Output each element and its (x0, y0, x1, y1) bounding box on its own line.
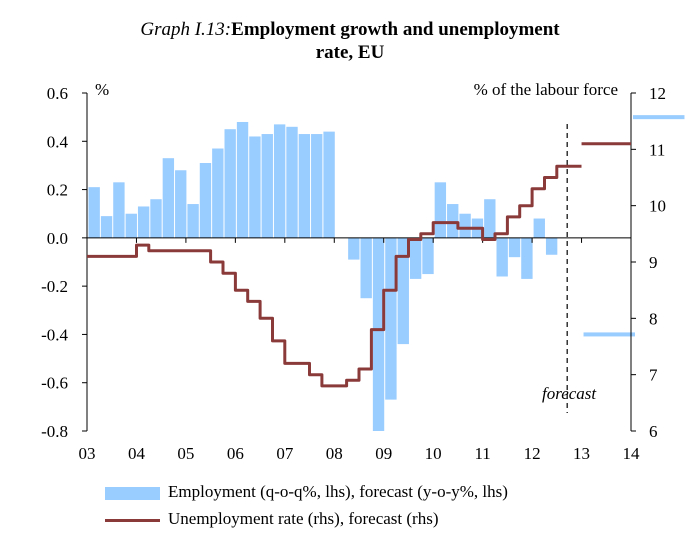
employment-bar (545, 237, 558, 255)
employment-bar (113, 182, 125, 238)
x-axis-tick-label: 10 (425, 444, 442, 463)
x-axis-tick-label: 14 (623, 444, 641, 463)
employment-bar (137, 206, 150, 238)
left-axis-tick-label: -0.2 (41, 277, 68, 296)
employment-bar (236, 121, 249, 238)
x-axis-tick-label: 11 (474, 444, 490, 463)
legend-unemployment-swatch (105, 518, 160, 522)
employment-bar (459, 213, 471, 238)
employment-bar (484, 199, 496, 238)
legend-employment: Employment (q-o-q%, lhs), forecast (y-o-… (105, 482, 508, 502)
employment-bar (261, 134, 273, 238)
x-axis-tick-label: 08 (326, 444, 343, 463)
left-axis-tick-label: 0.4 (47, 132, 69, 151)
right-axis-tick-label: 10 (649, 197, 666, 216)
employment-bar (533, 218, 545, 238)
employment-bar (212, 148, 224, 238)
employment-forecast-bars (583, 115, 685, 337)
employment-bar (422, 237, 434, 275)
left-axis-tick-label: 0.2 (47, 181, 68, 200)
x-axis-tick-label: 05 (177, 444, 194, 463)
employment-bars (88, 121, 558, 431)
x-axis-tick-label: 13 (573, 444, 590, 463)
chart-title-prefix: Graph I.13: (140, 19, 232, 40)
employment-bar (434, 182, 447, 238)
right-axis-tick-label: 9 (649, 253, 658, 272)
axis-labels: 0.6 0.4 0.2 0.0 -0.2 -0.4 -0.6 -0.8 12 11 10 9 8 7 6 03… (41, 80, 666, 463)
employment-forecast-bar (583, 332, 635, 337)
left-axis-tick-label: 0.6 (47, 84, 68, 103)
employment-bar (385, 237, 397, 400)
right-axis-tick-label: 7 (649, 366, 658, 385)
left-axis-tick-label: 0.0 (47, 229, 68, 248)
chart-title-main: Employment growth and unemployment (231, 19, 560, 40)
x-axis-tick-label: 04 (128, 444, 146, 463)
employment-bar (323, 131, 335, 238)
employment-bar (496, 237, 508, 277)
employment-bar (199, 163, 212, 238)
legend-unemployment: Unemployment rate (rhs), forecast (rhs) (105, 509, 438, 529)
chart-title-line2: rate, EU (315, 42, 385, 63)
left-axis-unit-label: % (95, 80, 109, 99)
right-axis-tick-label: 8 (649, 309, 658, 328)
x-axis-tick-label: 07 (276, 444, 294, 463)
employment-bar (187, 204, 199, 238)
employment-bar (447, 204, 459, 238)
legend-employment-swatch (105, 486, 160, 500)
right-axis-tick-label: 6 (649, 422, 658, 441)
unemployment-line (87, 142, 631, 388)
employment-bar (409, 237, 422, 279)
employment-bar (360, 237, 372, 299)
employment-bar (224, 129, 236, 238)
chart-title-line1: Graph I.13:Employment growth and unemplo… (0, 18, 696, 41)
employment-bar (162, 158, 175, 238)
legend-employment-label: Employment (q-o-q%, lhs), forecast (y-o-… (168, 482, 508, 501)
employment-forecast-bar (633, 115, 685, 120)
right-axis-unit-label: % of the labour force (474, 80, 618, 99)
x-axis-tick-label: 12 (524, 444, 541, 463)
employment-bar (298, 134, 311, 238)
employment-bar (508, 237, 521, 258)
employment-bar (521, 237, 533, 279)
employment-bar (125, 213, 137, 238)
legend-unemployment-label: Unemployment rate (rhs), forecast (rhs) (168, 509, 439, 528)
employment-bar (273, 124, 286, 238)
employment-bar (311, 134, 323, 238)
employment-bar (286, 126, 298, 238)
x-axis-tick-label: 09 (375, 444, 392, 463)
employment-bar (175, 170, 187, 238)
left-axis-tick-label: -0.6 (41, 374, 68, 393)
forecast-label: forecast (542, 384, 597, 403)
employment-bar (348, 237, 360, 260)
right-axis-tick-label: 11 (649, 140, 665, 159)
x-axis-tick-label: 03 (79, 444, 96, 463)
employment-bar (397, 237, 409, 345)
employment-bar (100, 216, 113, 238)
employment-bar (150, 199, 162, 238)
left-axis-tick-label: -0.4 (41, 325, 68, 344)
employment-bar (88, 187, 100, 238)
unemployment-line-path (87, 164, 582, 388)
left-axis-tick-label: -0.8 (41, 422, 68, 441)
chart-title: Graph I.13:Employment growth and unemplo… (0, 18, 696, 64)
employment-bar (372, 237, 385, 431)
x-axis-tick-label: 06 (227, 444, 244, 463)
employment-bar (249, 136, 261, 238)
right-axis-tick-label: 12 (649, 84, 666, 103)
axes (82, 92, 636, 432)
